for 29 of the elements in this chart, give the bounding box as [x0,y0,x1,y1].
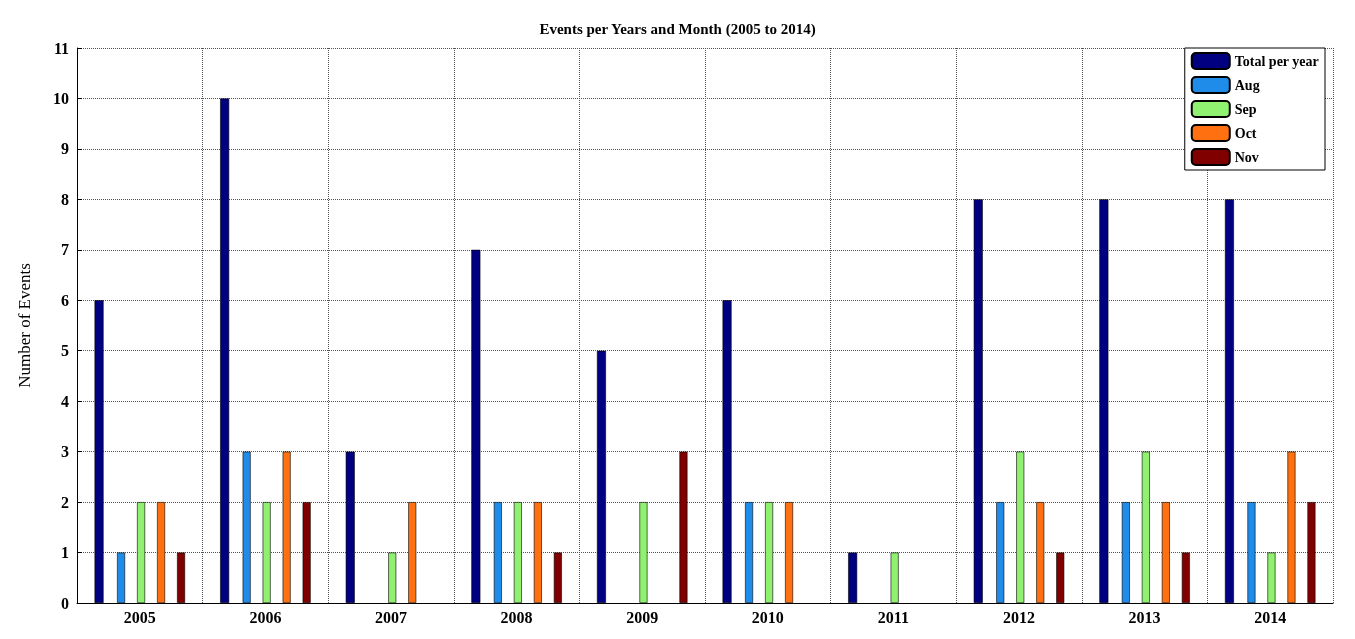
y-tick-label: 6 [61,291,69,309]
chart-title: Events per Years and Month (2005 to 2014) [539,20,816,38]
legend-label: Aug [1234,77,1260,93]
y-axis-title: Number of Events [15,263,34,388]
x-tick-label: 2011 [877,608,909,626]
legend-label: Total per year [1234,53,1319,69]
x-tick-label: 2005 [123,608,156,626]
x-tick-label: 2010 [751,608,784,626]
y-tick-label: 8 [61,190,69,208]
legend-label: Oct [1234,125,1257,141]
y-tick-label: 7 [61,241,69,259]
y-tick-label: 2 [61,493,69,511]
x-tick-label: 2013 [1128,608,1161,626]
y-tick-label: 3 [61,443,69,461]
y-tick-label: 0 [61,594,69,612]
y-tick-label: 9 [61,140,69,158]
x-tick-label: 2009 [626,608,659,626]
y-tick-label: 1 [61,544,69,562]
y-tick-label: 4 [61,392,69,410]
x-tick-label: 2014 [1254,608,1287,626]
y-tick-label: 5 [61,342,69,360]
x-tick-label: 2007 [375,608,407,626]
x-tick-label: 2006 [249,608,282,626]
y-tick-label: 10 [53,89,69,107]
legend-label: Nov [1234,149,1259,165]
y-tick-label: 11 [53,39,69,57]
legend-label: Sep [1234,101,1257,117]
x-tick-label: 2008 [500,608,533,626]
x-tick-label: 2012 [1003,608,1035,626]
